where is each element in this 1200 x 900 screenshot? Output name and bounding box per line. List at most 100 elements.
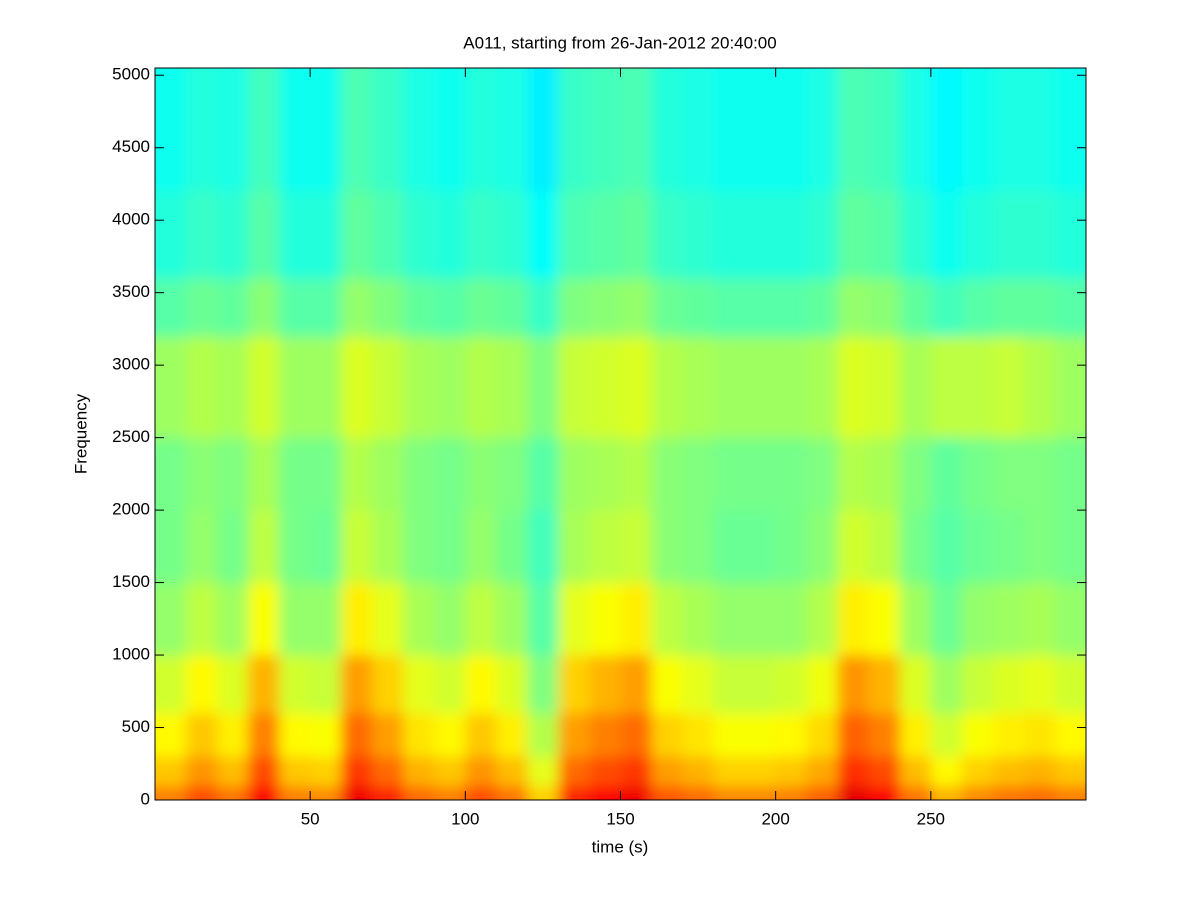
heatmap-cell xyxy=(806,191,839,279)
heatmap-cell xyxy=(682,655,715,714)
heatmap-cell xyxy=(1023,582,1056,656)
heatmap-cell xyxy=(589,756,621,787)
heatmap-cell xyxy=(465,68,497,192)
heatmap-cell xyxy=(744,756,777,787)
heatmap-cell xyxy=(744,278,777,337)
heatmap-cell xyxy=(558,582,590,656)
heatmap-cell xyxy=(992,655,1025,714)
heatmap-cell xyxy=(713,582,746,656)
heatmap-cell xyxy=(589,582,621,656)
heatmap-cell xyxy=(713,756,746,787)
heatmap-cell xyxy=(341,582,373,656)
heatmap-cell xyxy=(1054,336,1086,439)
heatmap-cell xyxy=(806,582,839,656)
x-axis-label: time (s) xyxy=(592,837,649,856)
heatmap-cell xyxy=(868,713,901,758)
heatmap-cell xyxy=(837,510,870,584)
heatmap-cell xyxy=(372,336,404,439)
heatmap-cell xyxy=(868,756,901,787)
heatmap-cell xyxy=(186,437,218,511)
heatmap-cell xyxy=(434,437,466,511)
heatmap-cell xyxy=(248,437,280,511)
heatmap-cell xyxy=(527,655,559,714)
heatmap-cell xyxy=(1054,191,1086,279)
heatmap-cell xyxy=(186,278,218,337)
heatmap-cell xyxy=(992,437,1025,511)
heatmap-cell xyxy=(589,437,621,511)
heatmap-cell xyxy=(1054,713,1086,758)
heatmap-cell xyxy=(1023,510,1056,584)
y-tick-label: 0 xyxy=(141,789,150,808)
heatmap-cell xyxy=(279,336,311,439)
y-tick-label: 1000 xyxy=(112,645,150,664)
heatmap-cell xyxy=(589,68,621,192)
heatmap-cell xyxy=(930,510,963,584)
heatmap-cell xyxy=(248,785,280,800)
heatmap-cell xyxy=(248,510,280,584)
heatmap-cell xyxy=(279,582,311,656)
heatmap-cell xyxy=(1023,785,1056,800)
heatmap-cell xyxy=(372,510,404,584)
heatmap-cell xyxy=(558,68,590,192)
heatmap-cell xyxy=(465,785,497,800)
heatmap-cell xyxy=(620,437,653,511)
heatmap-cell xyxy=(186,336,218,439)
heatmap-cell xyxy=(837,582,870,656)
heatmap-cell xyxy=(899,582,932,656)
heatmap-cell xyxy=(651,510,684,584)
heatmap-cell xyxy=(620,68,653,192)
heatmap xyxy=(155,68,1086,800)
heatmap-cell xyxy=(837,278,870,337)
heatmap-cell xyxy=(713,336,746,439)
heatmap-cell xyxy=(527,510,559,584)
heatmap-cell xyxy=(217,68,249,192)
heatmap-cell xyxy=(868,510,901,584)
heatmap-cell xyxy=(155,713,187,758)
heatmap-cell xyxy=(465,510,497,584)
heatmap-cell xyxy=(961,278,994,337)
heatmap-cell xyxy=(961,756,994,787)
y-tick-label: 4500 xyxy=(112,137,150,156)
x-tick-label: 200 xyxy=(761,809,789,828)
heatmap-cell xyxy=(434,582,466,656)
heatmap-cell xyxy=(279,278,311,337)
heatmap-cell xyxy=(744,582,777,656)
heatmap-cell xyxy=(403,582,435,656)
heatmap-cell xyxy=(527,582,559,656)
chart-title: A011, starting from 26-Jan-2012 20:40:00 xyxy=(463,33,776,52)
heatmap-cell xyxy=(155,655,187,714)
heatmap-cell xyxy=(868,437,901,511)
heatmap-cell xyxy=(372,278,404,337)
heatmap-cell xyxy=(279,785,311,800)
heatmap-cell xyxy=(806,713,839,758)
heatmap-cell xyxy=(992,278,1025,337)
heatmap-cell xyxy=(806,336,839,439)
heatmap-cell xyxy=(279,510,311,584)
heatmap-cell xyxy=(310,655,342,714)
heatmap-cell xyxy=(620,336,653,439)
heatmap-cell xyxy=(434,785,466,800)
heatmap-cell xyxy=(868,278,901,337)
heatmap-cell xyxy=(155,437,187,511)
x-tick-label: 150 xyxy=(606,809,634,828)
heatmap-cell xyxy=(713,510,746,584)
heatmap-cell xyxy=(961,68,994,192)
heatmap-cell xyxy=(589,655,621,714)
heatmap-cell xyxy=(620,278,653,337)
heatmap-cell xyxy=(961,336,994,439)
heatmap-cell xyxy=(651,437,684,511)
heatmap-cell xyxy=(372,68,404,192)
heatmap-cell xyxy=(279,756,311,787)
heatmap-cell xyxy=(713,713,746,758)
heatmap-cell xyxy=(434,510,466,584)
heatmap-cell xyxy=(186,713,218,758)
heatmap-cell xyxy=(217,191,249,279)
heatmap-cell xyxy=(992,191,1025,279)
heatmap-cell xyxy=(713,278,746,337)
heatmap-cell xyxy=(961,785,994,800)
heatmap-cell xyxy=(682,713,715,758)
heatmap-cell xyxy=(589,278,621,337)
heatmap-cell xyxy=(620,510,653,584)
heatmap-cell xyxy=(527,68,559,192)
x-tick-label: 250 xyxy=(917,809,945,828)
